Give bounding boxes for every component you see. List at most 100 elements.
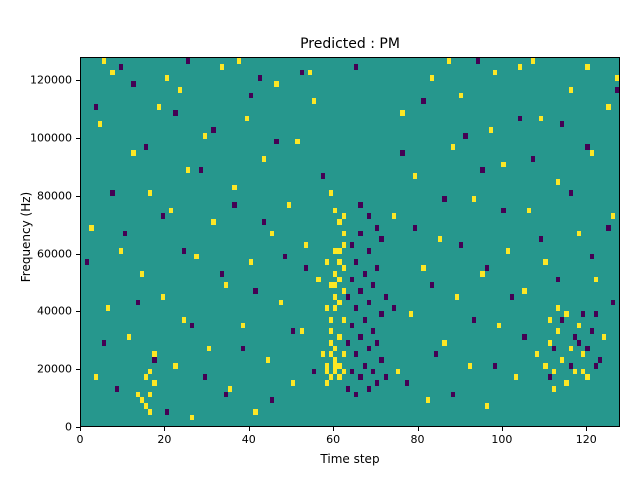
heatmap-cell <box>253 288 258 294</box>
heatmap-cell <box>358 201 363 208</box>
heatmap-cell <box>240 322 245 329</box>
heatmap-cell <box>286 201 292 208</box>
heatmap-cell <box>484 403 489 409</box>
heatmap-cell <box>354 351 359 357</box>
heatmap-cell <box>589 150 594 156</box>
heatmap-cell <box>333 368 338 375</box>
heatmap-cell <box>328 282 334 288</box>
heatmap-cell <box>341 351 346 357</box>
heatmap-cell <box>568 345 573 352</box>
heatmap-cell <box>345 293 350 300</box>
heatmap-cell <box>434 351 439 357</box>
heatmap-cell <box>249 259 254 265</box>
x-tick-mark <box>417 427 419 431</box>
heatmap-cell <box>530 155 535 162</box>
heatmap-cell <box>337 247 342 254</box>
y-tick-mark <box>76 253 80 255</box>
heatmap-cell <box>350 368 355 375</box>
heatmap-cell <box>160 293 166 300</box>
heatmap-cell <box>328 339 334 346</box>
heatmap-cell <box>463 132 468 139</box>
heatmap-cell <box>371 328 376 334</box>
heatmap-cell <box>274 81 279 87</box>
heatmap-cell <box>547 339 552 346</box>
x-tick-label: 20 <box>157 433 172 446</box>
heatmap-cell <box>547 374 552 380</box>
heatmap-cell <box>539 115 544 122</box>
heatmap-cell <box>375 265 380 271</box>
heatmap-cell <box>144 144 149 150</box>
heatmap-cell <box>358 230 363 237</box>
x-axis-label: Time step <box>320 452 380 466</box>
heatmap-cell <box>568 190 573 196</box>
heatmap-cell <box>350 276 355 283</box>
heatmap-cell <box>345 385 350 392</box>
heatmap-cell <box>316 276 321 283</box>
heatmap-cell <box>459 242 464 248</box>
heatmap-cell <box>333 362 338 369</box>
heatmap-cell <box>413 173 418 179</box>
heatmap-cell <box>513 374 519 380</box>
heatmap-cell <box>597 357 603 363</box>
heatmap-cell <box>450 144 456 150</box>
heatmap-cell <box>299 328 304 334</box>
heatmap-cell <box>480 167 485 173</box>
heatmap-cell <box>425 397 430 403</box>
heatmap-cell <box>144 403 149 409</box>
heatmap-cell <box>236 58 241 64</box>
heatmap-cell <box>295 138 300 145</box>
heatmap-cell <box>165 75 170 81</box>
heatmap-cell <box>85 259 90 265</box>
heatmap-cell <box>383 374 388 380</box>
x-tick-mark <box>164 427 166 431</box>
heatmap-cell <box>476 58 481 64</box>
y-tick-mark <box>76 195 80 197</box>
heatmap-cell <box>110 190 115 196</box>
heatmap-cell <box>551 385 556 392</box>
heatmap-cell <box>375 339 380 346</box>
heatmap-cell <box>93 374 98 380</box>
y-tick-label: 60000 <box>37 247 72 261</box>
heatmap-cell <box>148 391 153 398</box>
heatmap-cell <box>593 311 598 317</box>
x-tick-mark <box>333 427 335 431</box>
x-tick-label: 40 <box>241 433 256 446</box>
heatmap-cell <box>114 385 119 392</box>
heatmap-cell <box>106 305 111 311</box>
plot-area <box>80 57 620 427</box>
heatmap-cell <box>354 391 359 398</box>
heatmap-cell <box>341 265 346 271</box>
heatmap-cell <box>152 357 157 363</box>
heatmap-cell <box>341 242 346 248</box>
heatmap-cell <box>581 311 586 317</box>
heatmap-cell <box>581 351 586 357</box>
heatmap-cell <box>350 322 355 329</box>
heatmap-cell <box>585 374 590 380</box>
heatmap-cell <box>261 155 266 162</box>
heatmap-cell <box>337 334 342 340</box>
heatmap-cell <box>324 305 329 311</box>
heatmap-cell <box>337 219 342 225</box>
heatmap-cell <box>265 357 271 363</box>
heatmap-cell <box>320 173 325 179</box>
heatmap-cell <box>606 104 611 110</box>
heatmap-cell <box>366 213 372 219</box>
heatmap-cell <box>173 109 178 116</box>
heatmap-cell <box>606 224 611 231</box>
heatmap-cell <box>555 305 561 311</box>
heatmap-cell <box>173 362 178 369</box>
heatmap-cell <box>362 270 367 277</box>
heatmap-cell <box>249 92 254 99</box>
heatmap-cell <box>551 368 556 375</box>
heatmap-cell <box>131 81 136 87</box>
heatmap-cell <box>442 339 447 346</box>
heatmap-cell <box>110 69 115 76</box>
heatmap-cell <box>568 362 573 369</box>
heatmap-cell <box>328 351 334 357</box>
heatmap-cell <box>467 362 472 369</box>
heatmap-cell <box>585 144 590 150</box>
heatmap-cell <box>118 247 124 254</box>
heatmap-cell <box>148 190 153 196</box>
chart-title: Predicted : PM <box>300 36 400 52</box>
x-tick-mark <box>248 427 250 431</box>
